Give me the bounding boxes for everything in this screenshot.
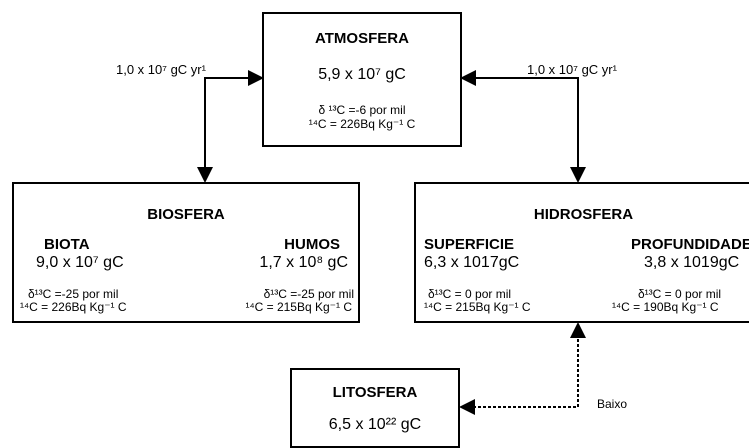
delta: δ ¹³C =-6 por mil	[318, 103, 406, 117]
title: ATMOSFERA	[315, 30, 409, 47]
flow-label: 1,0 x 10⁷ gC yr¹	[116, 62, 206, 77]
arrow-atm-bio	[197, 70, 264, 183]
amount: 3,8 x 1019gC	[644, 254, 740, 271]
name: HUMOS	[284, 236, 340, 253]
c14: ¹⁴C = 226Bq Kg⁻¹ C	[20, 300, 127, 314]
arrow-atm-hidro	[460, 70, 586, 183]
delta: δ¹³C =-25 por mil	[263, 287, 354, 301]
amount: 1,7 x 10⁸ gC	[259, 254, 348, 271]
c14: ¹⁴C = 190Bq Kg⁻¹ C	[612, 300, 719, 314]
flow-label: 1,0 x 10⁷ gC yr¹	[527, 62, 617, 77]
amount: 9,0 x 10⁷ gC	[36, 254, 124, 271]
name: BIOTA	[44, 236, 90, 253]
delta: δ¹³C = 0 por mil	[638, 287, 722, 301]
amount: 5,9 x 10⁷ gC	[318, 66, 406, 83]
c14: ¹⁴C = 215Bq Kg⁻¹ C	[245, 300, 352, 314]
c14: ¹⁴C = 215Bq Kg⁻¹ C	[424, 300, 531, 314]
atmosphere-box: ATMOSFERA 5,9 x 10⁷ gC δ ¹³C =-6 por mil…	[262, 12, 462, 147]
title: BIOSFERA	[147, 206, 225, 223]
delta: δ¹³C =-25 por mil	[28, 287, 119, 301]
biosphere-box: BIOSFERA BIOTA 9,0 x 10⁷ gC δ¹³C =-25 po…	[12, 182, 360, 323]
arrow-hidro-lito	[459, 322, 586, 415]
lithosphere-box: LITOSFERA 6,5 x 10²² gC	[290, 368, 460, 448]
amount: 6,3 x 1017gC	[424, 254, 520, 271]
flow-label: Baixo	[597, 397, 628, 411]
title: LITOSFERA	[332, 384, 418, 401]
c14: ¹⁴C = 226Bq Kg⁻¹ C	[308, 117, 416, 131]
delta: δ¹³C = 0 por mil	[428, 287, 512, 301]
name: SUPERFICIE	[424, 236, 515, 253]
name: PROFUNDIDADE	[631, 236, 749, 253]
amount: 6,5 x 10²² gC	[328, 416, 422, 433]
title: HIDROSFERA	[533, 206, 634, 223]
hydrosphere-box: HIDROSFERA SUPERFICIE 6,3 x 1017gC δ¹³C …	[414, 182, 749, 323]
